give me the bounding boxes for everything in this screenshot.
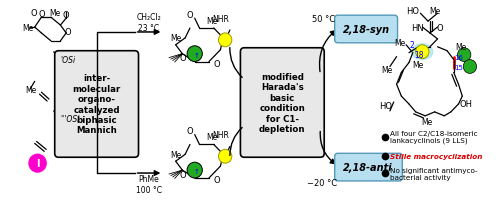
Text: Me: Me	[22, 23, 34, 32]
Text: O: O	[186, 11, 194, 20]
Text: O: O	[436, 23, 443, 32]
Text: modified
Harada's
basic
condition
for C1-
depletion: modified Harada's basic condition for C1…	[259, 73, 306, 133]
Text: '''OSi: '''OSi	[60, 115, 80, 124]
Text: ↑: ↑	[194, 168, 200, 174]
Text: Me: Me	[49, 9, 60, 18]
Text: HO: HO	[406, 7, 420, 16]
Text: 'OSi: 'OSi	[60, 56, 76, 65]
Text: O: O	[63, 11, 70, 20]
Circle shape	[187, 162, 202, 178]
Text: Me: Me	[206, 132, 218, 141]
Circle shape	[458, 48, 471, 62]
Text: 2,18-syn: 2,18-syn	[342, 25, 390, 35]
Text: O: O	[64, 28, 71, 37]
Text: CH₂Cl₂
23 °C: CH₂Cl₂ 23 °C	[136, 13, 162, 33]
Text: Me: Me	[394, 39, 405, 48]
Text: −20 °C: −20 °C	[307, 179, 338, 187]
Text: Stille macrocyclization: Stille macrocyclization	[390, 153, 482, 160]
Circle shape	[464, 60, 476, 74]
Text: O: O	[186, 126, 194, 136]
Text: O: O	[38, 10, 44, 19]
Circle shape	[218, 150, 232, 163]
Text: NHR: NHR	[212, 130, 229, 139]
Text: Me: Me	[412, 61, 423, 70]
FancyBboxPatch shape	[240, 48, 324, 158]
Text: O: O	[214, 176, 220, 185]
Text: 18: 18	[414, 51, 423, 60]
Text: Me: Me	[170, 34, 181, 43]
Text: 2,18-anti: 2,18-anti	[343, 162, 393, 172]
Text: inter-
molecular
organo-
catalyzed
biphasic
Mannich: inter- molecular organo- catalyzed bipha…	[72, 74, 120, 135]
Text: 50 °C: 50 °C	[312, 15, 335, 23]
Text: O: O	[179, 54, 186, 63]
Ellipse shape	[412, 44, 433, 60]
Text: O: O	[179, 170, 186, 179]
Text: NHR: NHR	[212, 15, 229, 23]
Text: Me: Me	[170, 150, 181, 159]
Circle shape	[187, 47, 202, 62]
Text: O: O	[30, 9, 37, 18]
Text: Me: Me	[382, 66, 392, 75]
Circle shape	[29, 154, 46, 172]
Text: 2: 2	[410, 41, 414, 50]
Text: ↑: ↑	[194, 52, 200, 58]
Text: I: I	[36, 158, 40, 168]
Text: Me: Me	[25, 85, 36, 94]
Text: O: O	[214, 60, 220, 69]
Text: PhMe
100 °C: PhMe 100 °C	[136, 174, 162, 194]
Circle shape	[218, 34, 232, 48]
FancyBboxPatch shape	[54, 52, 138, 158]
Text: Me: Me	[206, 16, 218, 26]
Text: Me: Me	[422, 118, 432, 127]
Text: 16: 16	[454, 54, 463, 60]
Text: OH: OH	[460, 100, 472, 109]
FancyBboxPatch shape	[334, 16, 398, 44]
Circle shape	[416, 46, 429, 59]
Text: Me: Me	[455, 43, 466, 52]
Text: No significant antimyco-
bacterial activity: No significant antimyco- bacterial activ…	[390, 167, 478, 180]
Text: All four C2/C18-isomeric
lankacyclinols (9 LLS): All four C2/C18-isomeric lankacyclinols …	[390, 130, 478, 144]
Text: HO: HO	[378, 102, 392, 111]
Text: HN: HN	[411, 23, 424, 32]
FancyBboxPatch shape	[334, 153, 402, 181]
Text: 15: 15	[454, 65, 463, 71]
Text: Me: Me	[429, 7, 440, 16]
